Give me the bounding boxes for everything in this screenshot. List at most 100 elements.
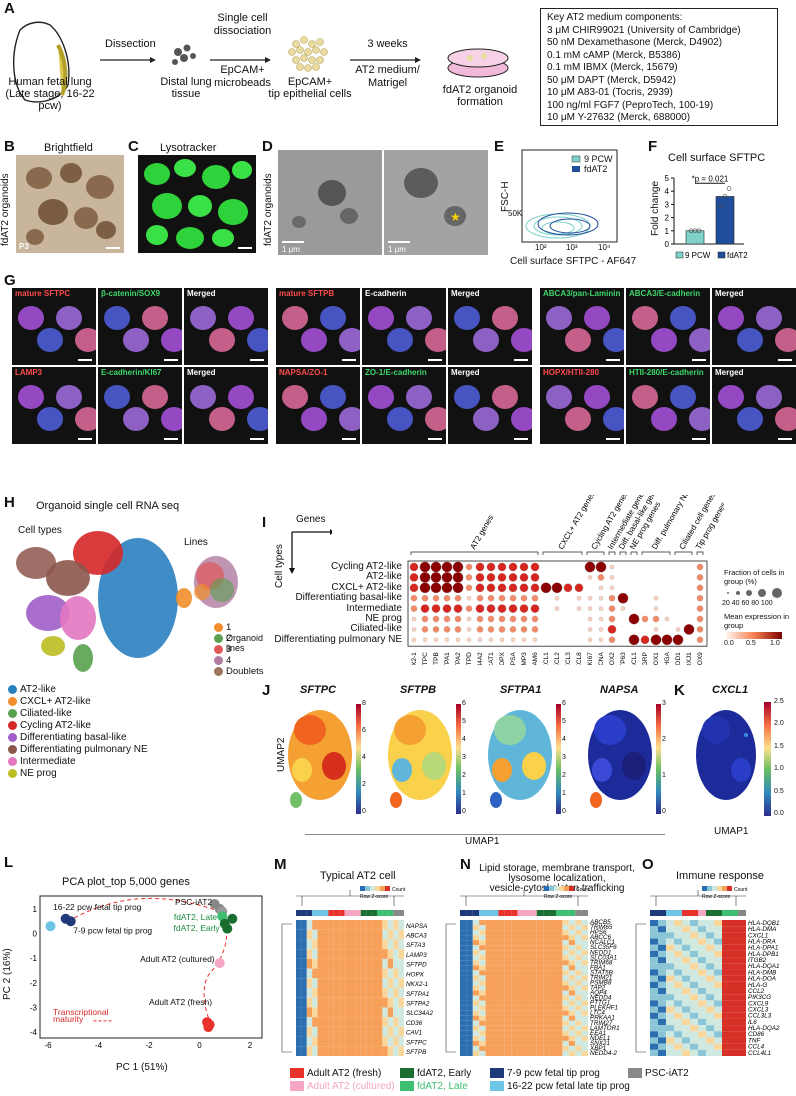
- panelO-gene: CCL2: [748, 988, 765, 995]
- a-step3-label: 3 weeks: [367, 38, 408, 50]
- e-ytick: 50K: [508, 209, 523, 218]
- g-tile: β-catenin/SOX9: [98, 288, 182, 365]
- l-pca-point: [222, 923, 233, 934]
- panelM-gene: ABCA3: [405, 932, 427, 939]
- l-pca-point: [227, 913, 238, 924]
- i-dot: [497, 583, 507, 593]
- i-dot: [672, 634, 684, 646]
- g-tile-label: NAPSA/ZO-1: [279, 368, 328, 377]
- i-dot: [409, 573, 419, 582]
- i-dot: [608, 636, 616, 644]
- l-point-label: 16-22 pcw fetal tip prog: [53, 902, 142, 912]
- i-dot: [640, 635, 650, 645]
- g-tile: LAMP3: [12, 367, 96, 444]
- i-dot: [628, 613, 640, 625]
- j-colorbar-tick: 0: [462, 808, 466, 815]
- panel-a-schematic: [12, 21, 509, 103]
- panelN-gene: ABCB5: [589, 919, 611, 926]
- i-dot: [521, 637, 527, 642]
- i-axes-arrows: [289, 529, 332, 574]
- a-result-label: fdAT2 organoid formation: [442, 84, 518, 108]
- i-dot: [531, 594, 539, 602]
- panelM-gene: SFTPD: [406, 962, 427, 969]
- f-bar: [715, 196, 735, 245]
- i-dot: [466, 595, 472, 601]
- i-size-ticks: 20 40 60 80 100: [722, 600, 773, 607]
- medium-item: 0.1 mM IBMX (Merck, 15679): [547, 62, 678, 73]
- i-dot: [530, 573, 540, 582]
- g-tile: Merged: [184, 367, 268, 444]
- i-dot: [419, 572, 431, 583]
- g-tile: HOPX/HTII-280: [540, 367, 624, 444]
- e-legend-fdat2: fdAT2: [584, 164, 608, 174]
- g-tile-label: E-cadherin/KI67: [101, 368, 162, 377]
- k-xlabel: UMAP1: [714, 826, 749, 837]
- i-dot: [411, 616, 417, 622]
- panelO-gene: CCL3L3: [748, 1013, 772, 1020]
- panel-label-f: F: [648, 138, 658, 155]
- h-line-legend-item: 3: [214, 644, 264, 655]
- i-gene-label: LPCAT1: [488, 652, 495, 665]
- i-dot: [641, 615, 649, 623]
- j-colorbar-tick: 0: [662, 808, 666, 815]
- panelM-gene: SFTA3: [406, 942, 426, 949]
- i-dot: [519, 604, 529, 613]
- f-ytick: 2: [665, 214, 670, 223]
- i-dot: [419, 561, 431, 573]
- i-dot: [597, 574, 605, 581]
- i-dot: [411, 637, 417, 642]
- panel-label-m: M: [274, 856, 287, 873]
- h-title: Organoid single cell RNA seq: [36, 500, 180, 512]
- panelN-gene: PSMB8: [590, 979, 612, 986]
- medium-list: 3 μM CHIR99021 (University of Cambridge)…: [547, 25, 771, 125]
- l-xtick: -6: [44, 1041, 52, 1050]
- i-dot: [520, 626, 528, 633]
- j-colorbar-tick: 6: [362, 727, 366, 734]
- panelM-gene: SFTPA1: [406, 991, 429, 998]
- j-colorbar: [356, 704, 361, 814]
- l-title: PCA plot_top 5,000 genes: [62, 876, 190, 888]
- i-dot: [441, 561, 453, 573]
- i-row-label: Differentiating basal-like: [295, 592, 402, 604]
- a-cells-label: EpCAM+ tip epithelial cells: [268, 76, 352, 100]
- i-row-label: Cycling AT2-like: [331, 561, 402, 572]
- h-celltype-legend-item: Ciliated-like: [8, 708, 148, 720]
- l-point-label: PSC-iAT2: [175, 897, 212, 907]
- panelN-gene: NEDD4-2: [590, 1050, 617, 1057]
- i-dot: [486, 573, 496, 582]
- i-dot: [587, 606, 593, 611]
- j-colorbar-tick: 1: [462, 790, 466, 797]
- i-gene-label: CXCL1: [543, 652, 550, 665]
- i-gene-label: GRP: [642, 652, 649, 665]
- panelN-gene: PLEKHF1: [590, 1005, 618, 1012]
- l-ytick: -4: [30, 1028, 38, 1037]
- i-dot: [409, 562, 419, 572]
- i-dot: [696, 636, 704, 644]
- g-tile-label: ZO-1/E-cadherin: [365, 368, 427, 377]
- h-line-legend-item: 1: [214, 622, 264, 633]
- medium-title: Key AT2 medium components:: [547, 12, 683, 23]
- i-dot: [653, 627, 659, 632]
- panelN-gene: NEDD1: [590, 949, 611, 956]
- j-colorbar-tick: 2: [562, 772, 566, 779]
- i-dot: [432, 615, 440, 623]
- i-dot: [477, 637, 483, 642]
- l-pca-plot: -6 -4 -2 0 2 1 0 -1 -2 -3 -4 16-22 pcw fetal tip pr…: [30, 895, 263, 1050]
- i-dot: [508, 562, 518, 572]
- j-colorbar-tick: 3: [562, 754, 566, 761]
- i-row-labels: Cycling AT2-like AT2-like CXCL+ AT2-like Di…: [262, 561, 402, 645]
- i-dot: [530, 562, 540, 572]
- panel-label-g: G: [4, 272, 16, 289]
- i-gene-label: SFTPD: [466, 652, 473, 665]
- i-gene-label: CHGA: [664, 652, 671, 665]
- i-dot: [476, 626, 484, 633]
- g-tile-label: Merged: [451, 289, 480, 298]
- f-ytick: 3: [665, 200, 670, 209]
- g-tile-label: Merged: [715, 368, 744, 377]
- i-size-legend: [727, 588, 782, 598]
- i-dot: [696, 626, 704, 633]
- i-dot: [508, 573, 518, 582]
- panelO-gene: HLA-DPA1: [748, 945, 778, 952]
- g-tile-label: ABCA3/pan-Laminin: [543, 289, 621, 298]
- g-tile: ABCA3/E-cadherin: [626, 288, 710, 365]
